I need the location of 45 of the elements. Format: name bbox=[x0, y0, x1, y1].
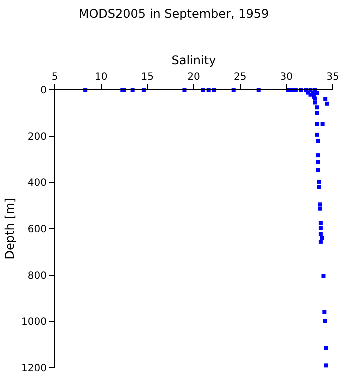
point bbox=[324, 364, 329, 368]
point bbox=[324, 346, 329, 350]
x-tick-label: 10 bbox=[94, 72, 108, 83]
point bbox=[315, 122, 320, 126]
point bbox=[315, 132, 320, 137]
y-tick-label: 1000 bbox=[22, 317, 47, 328]
y-tick-label: 1200 bbox=[22, 364, 47, 374]
x-tick-label: 30 bbox=[280, 72, 294, 83]
chart-title: MODS2005 in September, 1959 bbox=[78, 7, 270, 21]
point bbox=[318, 206, 322, 211]
x-tick-label: 5 bbox=[52, 72, 58, 83]
y-tick-label: 600 bbox=[28, 224, 47, 236]
y-tick-label: 0 bbox=[40, 86, 47, 96]
x-tick-label: 25 bbox=[234, 72, 247, 83]
point bbox=[316, 154, 320, 158]
point bbox=[325, 102, 330, 106]
y-axis-title: Depth [m] bbox=[2, 198, 17, 260]
y-tick-label: 200 bbox=[28, 132, 47, 143]
x-tick-label: 20 bbox=[188, 72, 200, 83]
point bbox=[317, 180, 322, 184]
point bbox=[316, 139, 320, 144]
x-tick-label: 15 bbox=[141, 72, 154, 83]
point bbox=[322, 310, 327, 314]
point bbox=[313, 100, 318, 105]
point bbox=[308, 92, 313, 97]
x-tick-label: 35 bbox=[326, 72, 340, 83]
point bbox=[315, 106, 320, 110]
point bbox=[316, 168, 320, 172]
point bbox=[318, 226, 323, 230]
point bbox=[315, 91, 320, 96]
point bbox=[317, 185, 322, 190]
point bbox=[316, 160, 320, 164]
point bbox=[318, 221, 323, 226]
point bbox=[320, 236, 324, 240]
y-tick-label: 800 bbox=[28, 270, 47, 282]
point bbox=[318, 232, 323, 236]
point bbox=[318, 240, 323, 244]
point bbox=[318, 202, 322, 207]
y-tick-label: 400 bbox=[28, 178, 47, 190]
point bbox=[320, 122, 325, 126]
point bbox=[324, 97, 328, 102]
x-axis-title: Salinity bbox=[172, 53, 216, 68]
point bbox=[315, 111, 320, 116]
point bbox=[323, 319, 328, 324]
point bbox=[322, 274, 326, 278]
